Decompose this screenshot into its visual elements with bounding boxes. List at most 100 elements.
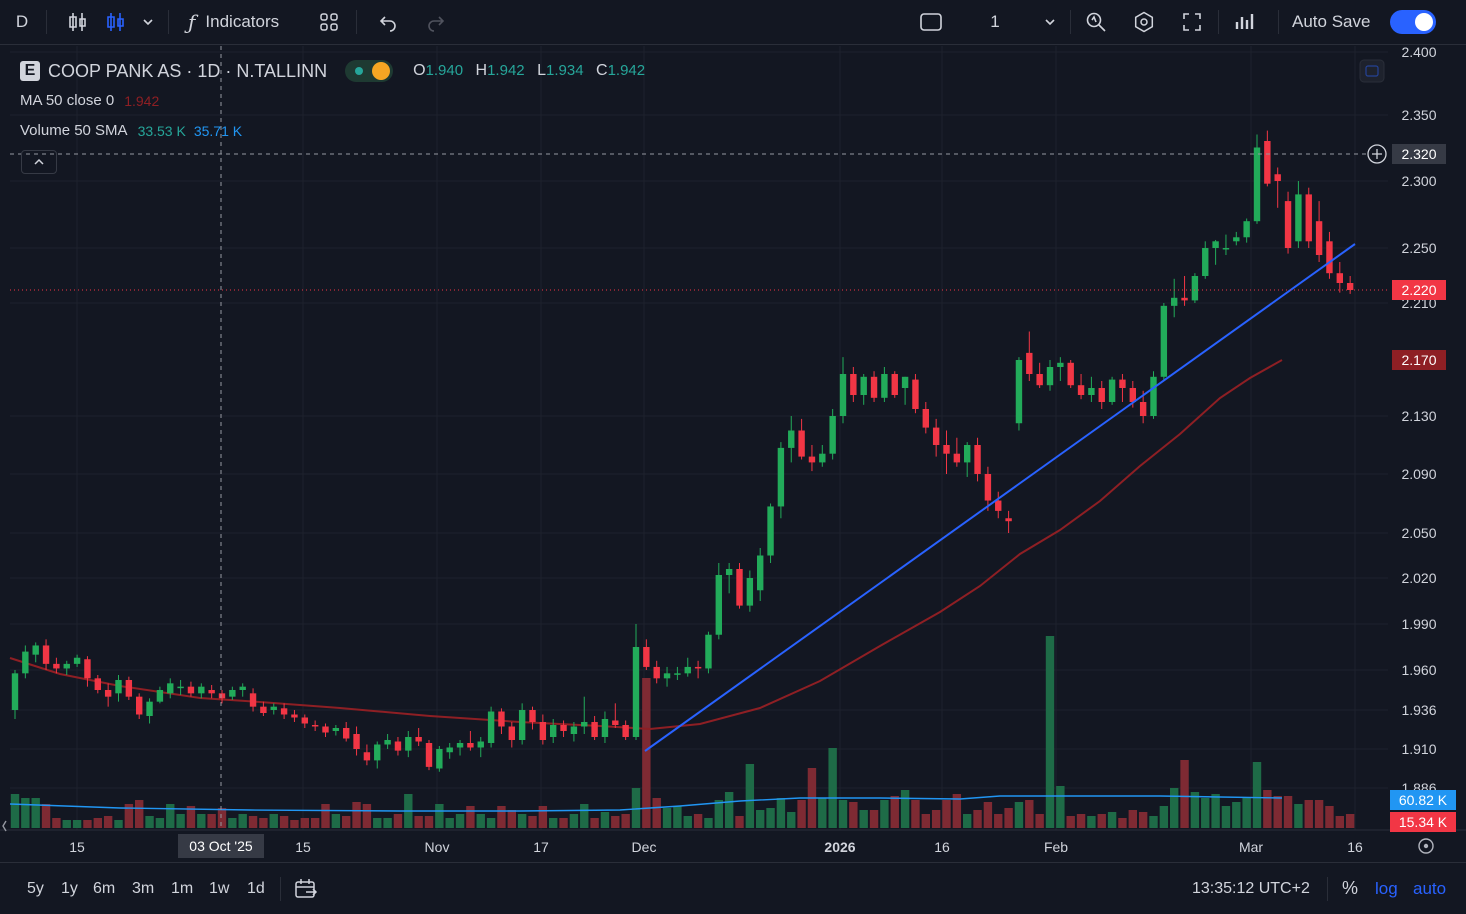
candles-icon[interactable] [100, 0, 132, 44]
chevron-down-icon[interactable] [136, 0, 160, 44]
publish-icon[interactable] [1228, 0, 1260, 44]
scroll-left-icon[interactable] [2, 820, 7, 832]
candle-body [622, 725, 629, 737]
redo-icon[interactable] [420, 0, 452, 44]
autosave-toggle[interactable] [1388, 0, 1438, 44]
candle [125, 676, 133, 700]
volume-bar [869, 810, 879, 828]
legend-volume[interactable]: Volume 50 SMA 33.53 K 35.71 K [20, 122, 242, 139]
market-status-badge[interactable] [345, 60, 394, 82]
indicators-button[interactable]: ƒ Indicators [180, 0, 300, 44]
object-tree-icon[interactable] [1359, 59, 1385, 83]
undo-icon[interactable] [372, 0, 404, 44]
layout-count[interactable]: 1 [982, 0, 1008, 44]
candle [922, 402, 929, 434]
candle [1119, 374, 1126, 402]
range-1d[interactable]: 1d [247, 879, 265, 897]
volume-bar [787, 812, 796, 828]
range-6m[interactable]: 6m [93, 879, 116, 897]
time-axis[interactable]: 15 15 Nov 17 Dec 2026 16 Feb Mar 16 [69, 839, 1363, 855]
candle-body [1150, 376, 1157, 416]
chevron-down-icon[interactable] [1038, 0, 1062, 44]
ma-price-label: 2.170 [1392, 350, 1446, 370]
volume-bar [1294, 804, 1303, 828]
quick-search-icon[interactable] [1080, 0, 1112, 44]
volume-bar [310, 818, 320, 828]
candle [632, 624, 640, 740]
candle [736, 563, 743, 609]
volume-bar [642, 678, 651, 828]
candle [218, 690, 226, 704]
candle [964, 442, 971, 477]
candle-body [1171, 297, 1178, 306]
candle-body [974, 445, 981, 474]
volume-bar [207, 814, 216, 828]
candle [560, 720, 567, 737]
layout-icon[interactable] [914, 0, 948, 44]
clock-text[interactable]: 13:35:12 UTC+2 [1192, 879, 1310, 897]
auto-toggle[interactable]: auto [1413, 878, 1447, 898]
interval-label: D [15, 12, 29, 31]
percent-toggle[interactable]: % [1342, 878, 1359, 898]
volume-bar [383, 818, 392, 828]
volume-bar [983, 802, 993, 828]
bar-style-icon[interactable] [62, 0, 94, 44]
symbol-title[interactable]: COOP PANK AS · 1D · N.TALLINN [48, 60, 328, 81]
crosshair-add-icon[interactable] [1367, 144, 1387, 164]
volume-bar [600, 812, 610, 828]
range-3m[interactable]: 3m [132, 879, 155, 897]
price-tick-label: 1.910 [1401, 741, 1436, 757]
settings-icon[interactable] [1128, 0, 1160, 44]
price-tick-label: 2.090 [1401, 466, 1436, 482]
trend-line[interactable] [644, 243, 1356, 752]
volume-bar [1180, 760, 1189, 828]
fullscreen-icon[interactable] [1176, 0, 1208, 44]
candle-body [1139, 402, 1147, 416]
price-chart[interactable]: 2.4002.3502.3002.2502.2102.1302.0902.050… [0, 44, 1466, 862]
candle-body [1160, 305, 1168, 377]
volume-bar [41, 804, 51, 828]
candle [1098, 381, 1105, 409]
volume-bar [72, 820, 82, 828]
candle [343, 722, 350, 742]
candle [291, 710, 298, 722]
candle [1088, 376, 1095, 402]
volume-bar [704, 818, 713, 828]
candle-body [891, 374, 898, 395]
candle [881, 367, 888, 402]
candle-body [850, 374, 857, 395]
candle-body [229, 690, 236, 697]
candle [32, 642, 39, 663]
volume-bar [238, 814, 247, 828]
log-toggle[interactable]: log [1375, 878, 1398, 898]
templates-icon[interactable] [312, 0, 346, 44]
toolbar-divider [46, 10, 47, 34]
volume-label: 15.34 K [1390, 812, 1456, 832]
chevron-up-icon [34, 158, 44, 165]
volume-sma-line [9, 795, 1283, 812]
chart-area[interactable]: 2.400 2.350 2.300 2.250 2.210 2.130 2.090 2.050… [0, 44, 1466, 862]
candle [415, 728, 422, 746]
candle-body [187, 686, 195, 694]
function-icon: ƒ [188, 10, 196, 34]
range-5y[interactable]: 5y [27, 879, 44, 897]
candle [436, 746, 443, 772]
interval-button[interactable]: D [8, 0, 36, 44]
candle [591, 716, 598, 740]
volume-bar [1273, 796, 1282, 828]
range-1w[interactable]: 1w [209, 879, 230, 897]
range-1y[interactable]: 1y [61, 879, 78, 897]
goto-date-icon[interactable] [294, 863, 318, 914]
candle-body [581, 722, 588, 727]
candle [1305, 187, 1312, 248]
collapse-legend-button[interactable] [21, 150, 57, 174]
candle-body [1108, 379, 1116, 402]
volume-bar [155, 818, 165, 828]
volume-bar [414, 816, 423, 828]
range-1m[interactable]: 1m [171, 879, 194, 897]
ohlc-high: 1.942 [487, 62, 525, 79]
volume-bar [1035, 814, 1044, 828]
time-settings-icon[interactable] [1418, 838, 1434, 854]
legend-ma[interactable]: MA 50 close 0 1.942 [20, 92, 159, 109]
candle-body [249, 693, 257, 707]
